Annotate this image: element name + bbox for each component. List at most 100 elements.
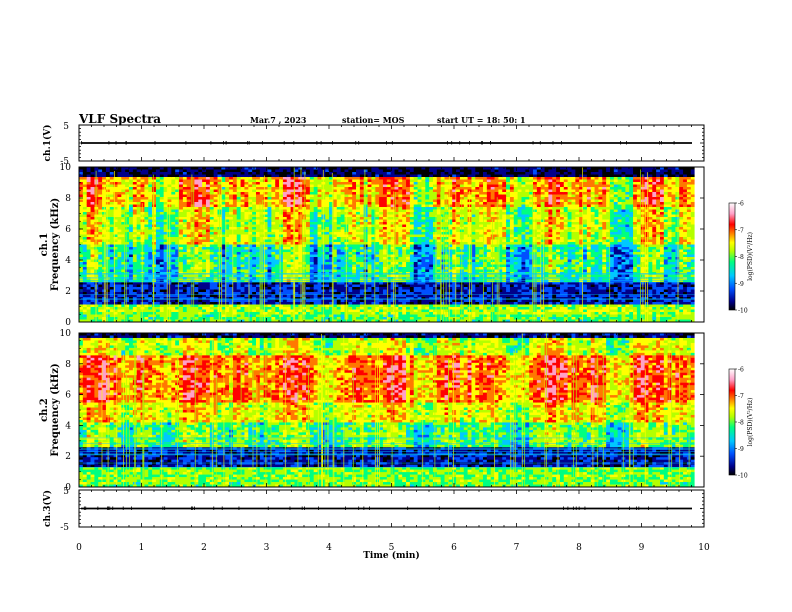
- ch1-spectrogram-cell: [263, 249, 268, 253]
- ch1-spectrogram-cell: [117, 299, 122, 303]
- ch1-spectrogram-cell: [132, 234, 138, 238]
- ch1-spectrogram-cell: [329, 282, 334, 285]
- ch1-spectrogram-cell: [382, 259, 388, 263]
- ch1-spectrogram-cell: [317, 267, 322, 270]
- ch1-spectrogram-cell: [317, 197, 322, 200]
- ch1-spectrogram-cell: [240, 317, 245, 320]
- ch1-spectrogram-cell: [290, 269, 295, 273]
- ch1-spectrogram-cell: [129, 317, 134, 320]
- ch1-spectrogram-cell: [386, 229, 392, 233]
- ch1-spectrogram-cell: [325, 237, 330, 240]
- ch1-spectrogram-cell: [186, 227, 191, 230]
- ch1-spectrogram-cell: [286, 197, 292, 200]
- ch1-spectrogram-cell: [140, 172, 145, 175]
- ch1-spectrogram-cell: [163, 302, 168, 305]
- ch1-spectrogram-cell: [386, 167, 392, 170]
- ch1-spectrogram-cell: [86, 192, 91, 195]
- ch1-spectrogram-cell: [148, 289, 153, 293]
- ch1-spectrogram-cell: [236, 302, 241, 305]
- ch1-spectrogram-cell: [359, 189, 365, 193]
- ch1-spectrogram-cell: [144, 302, 149, 305]
- ch1-spectrogram-cell: [202, 234, 207, 238]
- ch1-spectrogram-cell: [302, 214, 307, 218]
- ch1-spectrogram-cell: [313, 167, 318, 170]
- ch1-spectrogram-cell: [290, 279, 295, 283]
- ch1-spectrogram-cell: [171, 264, 176, 268]
- ch1-spectrogram-cell: [198, 257, 203, 260]
- ch1-spectrogram-cell: [186, 174, 191, 178]
- ch1-spectrogram-cell: [117, 237, 122, 240]
- ch1-spectrogram-cell: [317, 167, 322, 170]
- ch1-spectrogram-cell: [205, 169, 211, 173]
- ch1-spectrogram-cell: [267, 224, 272, 228]
- ch1-spectrogram-cell: [125, 224, 130, 228]
- ch1-spectrogram-cell: [132, 269, 138, 273]
- ch1-spectrogram-cell: [152, 194, 157, 198]
- ch1-spectrogram-cell: [340, 279, 345, 283]
- ch1-spectrogram-cell: [159, 294, 165, 298]
- ch1-spectrogram-cell: [302, 224, 307, 228]
- ch1-spectrogram-cell: [205, 197, 211, 200]
- ch1-spectrogram-cell: [132, 319, 138, 323]
- ch1-spectrogram-cell: [252, 224, 257, 228]
- ch1-spectrogram-cell: [190, 207, 195, 210]
- ch1-spectrogram-cell: [309, 269, 315, 273]
- ch1-spectrogram-cell: [121, 227, 126, 230]
- ch1-spectrogram-cell: [279, 254, 284, 258]
- ch1-spectrogram-cell: [255, 229, 261, 233]
- ch1-spectrogram-cell: [282, 289, 288, 293]
- ch1-spectrogram-cell: [86, 204, 91, 208]
- ch1-spectrogram-cell: [213, 219, 218, 223]
- ch1-spectrogram-cell: [325, 294, 330, 298]
- ch1-spectrogram-cell: [348, 189, 353, 193]
- ch1-spectrogram-cell: [382, 254, 388, 258]
- ch1-spectrogram-cell: [382, 264, 388, 268]
- ch1-spectrogram-cell: [179, 179, 184, 183]
- ch1-spectrogram-cell: [152, 202, 157, 205]
- ch1-spectrogram-cell: [263, 287, 268, 290]
- ch1-spectrogram-cell: [117, 244, 122, 248]
- ch1-spectrogram-cell: [340, 229, 345, 233]
- ch1-spectrogram-cell: [205, 319, 211, 323]
- ch1-spectrogram-cell: [171, 284, 176, 288]
- ch1-spectrogram-cell: [182, 292, 188, 295]
- ch1-spectrogram-cell: [386, 244, 392, 248]
- ch1-spectrogram-cell: [202, 299, 207, 303]
- ch1-spectrogram-cell: [175, 294, 180, 298]
- ch1-spectrogram-cell: [375, 237, 380, 240]
- ch1-spectrogram-cell: [136, 302, 141, 305]
- ch1-spectrogram-cell: [163, 294, 168, 298]
- ch1-spectrogram-cell: [140, 227, 145, 230]
- ch1-spectrogram-cell: [194, 257, 199, 260]
- ch1-spectrogram-cell: [171, 312, 176, 315]
- ch1-spectrogram-cell: [279, 229, 284, 233]
- ch1-spectrogram-cell: [263, 182, 268, 185]
- ch1-spectrogram-cell: [329, 177, 334, 180]
- ch1-spectrogram-cell: [229, 269, 234, 273]
- ch1-spectrogram-cell: [109, 209, 115, 213]
- ch1-spectrogram-cell: [275, 319, 280, 323]
- ch1-spectrogram-cell: [363, 287, 368, 290]
- ch1-spectrogram-cell: [352, 279, 357, 283]
- ch1-spectrogram-cell: [171, 274, 176, 278]
- ch1-spectrogram-cell: [282, 249, 288, 253]
- ch1-spectrogram-cell: [248, 317, 253, 320]
- ch1-spectrogram-cell: [140, 264, 145, 268]
- ch1-spectrogram-cell: [225, 182, 230, 185]
- ch1-spectrogram-cell: [121, 194, 126, 198]
- ch1-spectrogram-cell: [329, 237, 334, 240]
- ch1-spectrogram-cell: [221, 217, 226, 220]
- ch1-spectrogram-cell: [205, 244, 211, 248]
- ch1-spectrogram-cell: [236, 229, 241, 233]
- ch1-spectrogram-cell: [155, 189, 161, 193]
- ch1-spectrogram-cell: [317, 194, 322, 198]
- ch1-spectrogram-cell: [113, 244, 118, 248]
- ch1-spectrogram-cell: [290, 289, 295, 293]
- ch1-spectrogram-cell: [317, 294, 322, 298]
- ch1-spectrogram-cell: [286, 309, 292, 313]
- ch1-spectrogram-cell: [221, 199, 226, 203]
- ch1-spectrogram-cell: [375, 227, 380, 230]
- ch1-spectrogram-cell: [302, 194, 307, 198]
- ch1-spectrogram-cell: [244, 182, 249, 185]
- ch1-spectrogram-cell: [82, 319, 88, 323]
